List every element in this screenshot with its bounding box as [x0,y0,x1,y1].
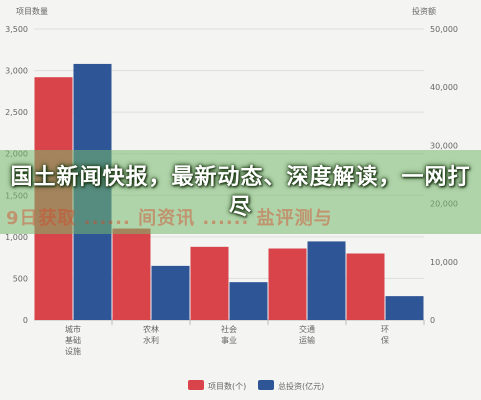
legend-label: 总投资(亿元) [278,381,324,391]
x-tick-label: 环 [381,325,389,334]
y-left-tick-label: 0 [23,316,28,325]
x-tick-label: 水利 [143,335,159,345]
bar-project-count [190,246,229,320]
y-left-tick-label: 1,000 [5,233,28,242]
x-tick-label: 城市 [65,324,81,334]
y-left-tick-label: 3,500 [5,25,28,34]
legend: 项目数(个) 总投资(亿元) [188,380,324,391]
background-ghost-text: 9日获取 ...... 间资讯 ...... 盐评测与 [6,208,333,229]
headline-banner [0,150,481,234]
y-axis-left-title: 项目数量 [16,6,48,16]
x-tick-label: 社会 [221,324,237,334]
bar-total-investment [307,241,346,320]
y-axis-right-title: 投资额 [412,6,436,16]
x-tick-label: 事业 [221,335,237,345]
y-right-tick-label: 50,000 [430,25,458,34]
x-tick-label: 运输 [299,335,315,345]
bar-total-investment [229,282,268,320]
x-tick-label: 保 [381,335,389,345]
x-tick-label: 交通 [299,324,315,334]
x-tick-label: 农林 [143,324,159,334]
y-left-tick-label: 3,000 [5,67,28,76]
x-tick-label: 基础 [65,335,81,345]
y-right-tick-label: 30,000 [430,141,458,150]
bar-project-count [112,228,151,320]
headline-text: 国土新闻快报，最新动态、深度解读，一网打尽 [10,165,471,220]
bar-project-count [268,248,307,320]
legend-swatch [258,380,274,390]
bar-total-investment [151,265,190,320]
y-right-tick-label: 0 [430,316,435,325]
x-tick-label: 设施 [65,346,81,356]
y-left-tick-label: 2,500 [5,108,28,117]
legend-swatch [188,380,204,390]
y-right-tick-label: 40,000 [430,83,458,92]
legend-label: 项目数(个) [208,381,246,391]
y-right-tick-label: 10,000 [430,258,458,267]
y-left-tick-label: 500 [13,274,28,283]
bar-project-count [346,253,385,320]
bar-total-investment [385,296,424,320]
